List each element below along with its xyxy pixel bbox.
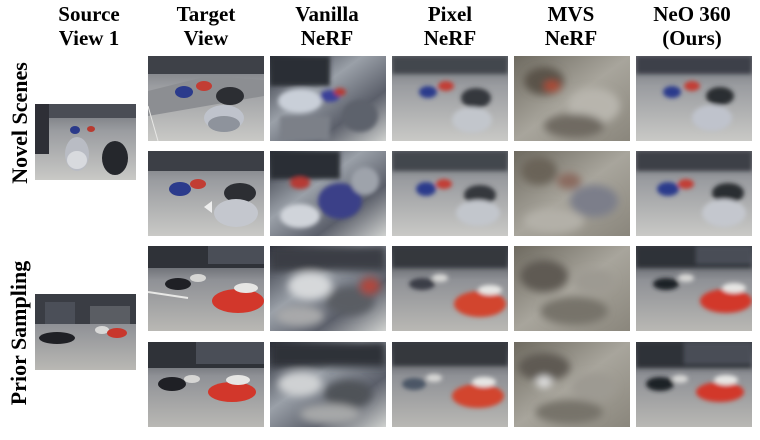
- header-line2: NeRF: [544, 26, 598, 50]
- mvs-nerf-image: [514, 151, 630, 236]
- row-label-prior-sampling: Prior Sampling: [6, 260, 31, 406]
- source-view-image-1: [35, 104, 136, 180]
- source-view-image-2: [35, 294, 136, 370]
- pixel-nerf-image: [392, 56, 508, 141]
- header-line2: NeRF: [300, 26, 354, 50]
- neo360-image: [636, 151, 752, 236]
- mvs-nerf-image: [514, 56, 630, 141]
- vanilla-nerf-image: [270, 342, 386, 427]
- vanilla-nerf-image: [270, 151, 386, 236]
- target-view-image: [148, 56, 264, 141]
- header-line2: View 1: [58, 26, 120, 50]
- neo360-image: [636, 246, 752, 331]
- vanilla-nerf-image: [270, 246, 386, 331]
- header-line1: Source: [58, 2, 120, 26]
- row-label-novel-scenes: Novel Scenes: [7, 62, 32, 184]
- header-mvs-nerf: MVS NeRF: [512, 2, 630, 50]
- neo360-image: [636, 342, 752, 427]
- header-source-view: Source View 1: [30, 2, 148, 50]
- target-view-image: [148, 246, 264, 331]
- pixel-nerf-image: [392, 151, 508, 236]
- header-target-view: Target View: [147, 2, 265, 50]
- header-neo360-ours: NeO 360 (Ours): [633, 2, 751, 50]
- header-line2: (Ours): [662, 26, 722, 50]
- mvs-nerf-image: [514, 342, 630, 427]
- header-line1: Target: [176, 2, 236, 26]
- header-line2: NeRF: [423, 26, 477, 50]
- header-line1: Vanilla: [295, 2, 359, 26]
- header-vanilla-nerf: Vanilla NeRF: [268, 2, 386, 50]
- vanilla-nerf-image: [270, 56, 386, 141]
- header-line2: View: [183, 26, 229, 50]
- target-view-image: [148, 151, 264, 236]
- pixel-nerf-image: [392, 246, 508, 331]
- mvs-nerf-image: [514, 246, 630, 331]
- header-line1: MVS: [547, 2, 595, 26]
- neo360-image: [636, 56, 752, 141]
- header-pixel-nerf: Pixel NeRF: [391, 2, 509, 50]
- pixel-nerf-image: [392, 342, 508, 427]
- target-view-image: [148, 342, 264, 427]
- header-line1: Pixel: [427, 2, 473, 26]
- header-line1: NeO 360: [653, 2, 731, 26]
